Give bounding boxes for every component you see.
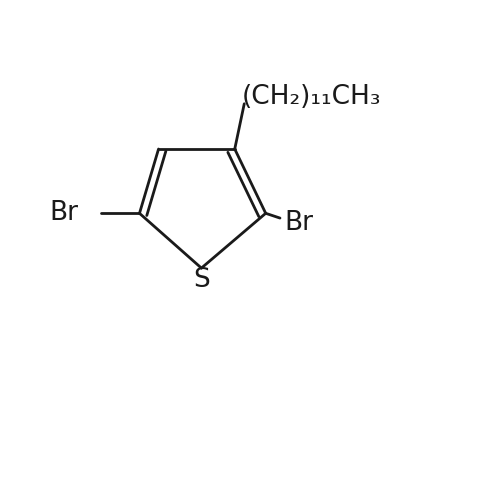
Text: (CH₂)₁₁CH₃: (CH₂)₁₁CH₃: [242, 84, 381, 110]
Text: Br: Br: [49, 200, 78, 226]
Text: S: S: [193, 267, 210, 293]
Text: Br: Br: [285, 210, 314, 236]
